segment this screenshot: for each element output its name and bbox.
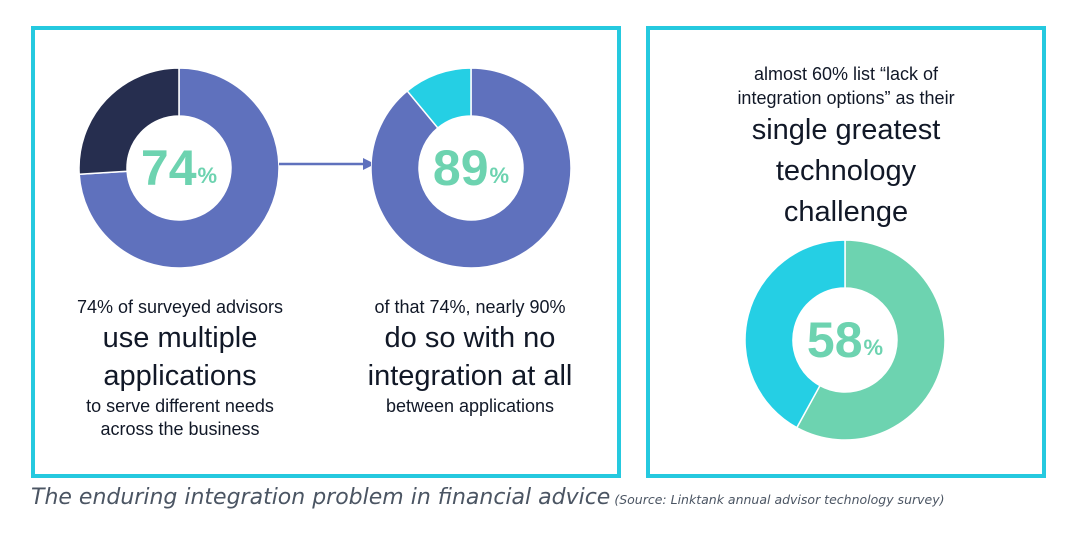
caption-no-integration: of that 74%, nearly 90% do so with no in… (330, 296, 610, 418)
caption-left-line1: 74% of surveyed advisors (76, 297, 284, 317)
donut-74-value: 74 (140, 140, 197, 196)
arrow-connector (279, 158, 375, 170)
donut-58-slice-1 (745, 240, 846, 429)
caption-right-big3: challenge (783, 196, 909, 228)
right-panel-frame (646, 26, 1046, 478)
donut-74-slice-1 (79, 68, 180, 176)
caption-mid-line2: between applications (385, 396, 555, 416)
figure-caption-source: (Source: Linktank annual advisor technol… (614, 492, 945, 507)
caption-greatest-challenge: almost 60% list “lack of integration opt… (665, 62, 1027, 233)
caption-mid-big2: integration at all (367, 360, 573, 392)
left-panel-frame (31, 26, 621, 478)
caption-right-big2: technology (775, 155, 917, 187)
donut-58-slice-0 (795, 240, 945, 440)
caption-multiple-applications: 74% of surveyed advisors use multiple ap… (40, 296, 320, 441)
caption-mid-line1: of that 74%, nearly 90% (374, 297, 566, 317)
caption-right-line1: almost 60% list “lack of (753, 64, 939, 84)
donut-chart-58: 58% (745, 240, 945, 440)
figure-caption: The enduring integration problem in fina… (31, 485, 1061, 510)
donut-58-svg (745, 240, 945, 440)
donut-chart-74: 74% (79, 68, 279, 268)
donut-89-slice-0 (371, 68, 571, 268)
donut-58-center: 58% (745, 240, 945, 440)
caption-left-line3: across the business (100, 419, 260, 439)
donut-74-unit: % (197, 163, 218, 188)
caption-right-line2: integration options” as their (737, 88, 955, 108)
donut-chart-89: 89% (371, 68, 571, 268)
donut-74-center: 74% (79, 68, 279, 268)
caption-right-big1: single greatest (751, 114, 941, 146)
donut-89-svg (371, 68, 571, 268)
donut-89-unit: % (489, 163, 510, 188)
figure-caption-title: The enduring integration problem in fina… (31, 485, 611, 510)
donut-89-center: 89% (371, 68, 571, 268)
caption-mid-big1: do so with no (384, 322, 556, 354)
donut-58-value: 58 (806, 312, 863, 368)
donut-74-slice-0 (79, 68, 279, 268)
donut-89-value: 89 (432, 140, 489, 196)
caption-left-big1: use multiple (102, 322, 258, 354)
donut-58-unit: % (863, 335, 884, 360)
donut-74-svg (79, 68, 279, 268)
donut-89-slice-1 (406, 68, 472, 129)
caption-left-line2: to serve different needs (86, 396, 274, 416)
caption-left-big2: applications (103, 360, 257, 392)
